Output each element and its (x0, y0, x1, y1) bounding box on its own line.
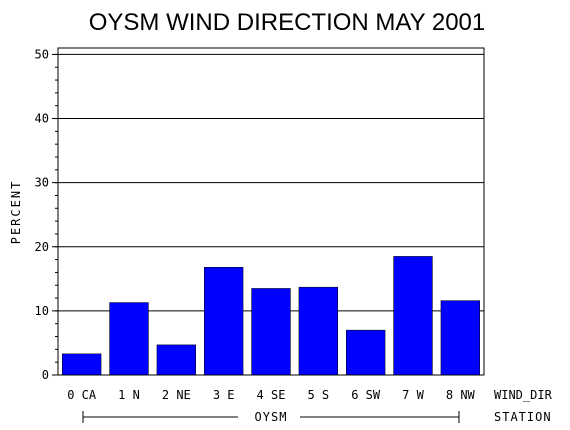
bar-7-w (393, 256, 433, 376)
y-tick-label: 40 (35, 112, 49, 126)
y-axis-label: PERCENT (9, 180, 23, 245)
x-tick-label: 5 S (307, 388, 329, 402)
bar-5-s (298, 286, 338, 376)
y-tick-label: 10 (35, 304, 49, 318)
x-tick-label: 2 NE (162, 388, 191, 402)
y-tick-label: 0 (42, 368, 49, 382)
x-tick-label: 1 N (118, 388, 140, 402)
y-tick-label: 20 (35, 240, 49, 254)
x-tick-label: 3 E (213, 388, 235, 402)
bar-8-nw (440, 300, 480, 376)
y-tick-label: 50 (35, 47, 49, 61)
x-tick-label: 0 CA (67, 388, 97, 402)
bar-4-se (251, 288, 291, 376)
x-tick-label: 4 SE (257, 388, 286, 402)
x-tick-label: 7 W (402, 388, 424, 402)
x-tick-label: 6 SW (351, 388, 381, 402)
x-axis-label: WIND_DIR (494, 388, 553, 402)
bar-2-ne (156, 344, 196, 376)
bar-6-sw (346, 329, 386, 376)
group-value: OYSM (255, 410, 288, 424)
bar-0-ca (62, 353, 102, 376)
xtick-layer: 0 CA 1 N 2 NE 3 E 4 SE 5 S 6 SW 7 W 8 NW (67, 388, 475, 402)
plot-frame (57, 47, 485, 376)
bar-1-n (109, 302, 149, 376)
bar-3-e (204, 267, 244, 376)
bars-layer (62, 256, 480, 376)
chart-title: OYSM WIND DIRECTION MAY 2001 (89, 9, 486, 36)
x-tick-label: 8 NW (446, 388, 476, 402)
y-tick-label: 30 (35, 176, 49, 190)
group-label: STATION (494, 410, 552, 424)
group-bracket: OYSM (82, 410, 460, 424)
ytick-layer: 0 10 20 30 40 50 (35, 47, 58, 382)
